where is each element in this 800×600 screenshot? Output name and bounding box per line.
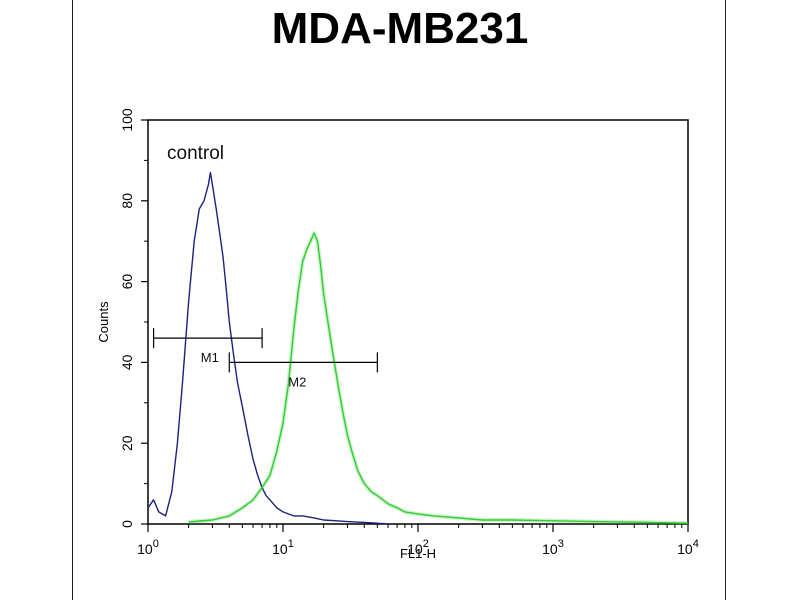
x-tick-exponent: 1 bbox=[288, 538, 294, 550]
x-tick-label: 104 bbox=[677, 538, 699, 557]
x-tick-base: 10 bbox=[677, 541, 693, 557]
series-glow-line bbox=[188, 231, 689, 526]
x-tick-exponent: 2 bbox=[423, 538, 429, 550]
marker-m1: M1 bbox=[152, 328, 263, 365]
x-tick-exponent: 3 bbox=[558, 538, 564, 550]
control-histogram-line bbox=[147, 171, 389, 525]
series-layer bbox=[147, 171, 689, 526]
chart-title: MDA-MB231 bbox=[271, 4, 529, 53]
sample-histogram-line bbox=[188, 232, 689, 524]
marker-m2: M2 bbox=[228, 352, 378, 389]
y-axis: 0 20 40 60 80 100 bbox=[119, 108, 148, 528]
x-tick-label: 101 bbox=[272, 538, 294, 557]
figure-frame bbox=[72, 0, 726, 600]
marker-layer: M1 M2 bbox=[152, 328, 378, 389]
y-tick-label: 20 bbox=[119, 435, 135, 451]
control-annotation: control bbox=[167, 143, 224, 164]
x-tick-label: 102 bbox=[407, 538, 429, 557]
marker-label: M1 bbox=[201, 350, 219, 365]
y-tick-label: 80 bbox=[119, 193, 135, 209]
y-tick-label: 0 bbox=[119, 520, 135, 528]
x-tick-base: 10 bbox=[407, 541, 423, 557]
x-axis-label: FL1-H bbox=[400, 546, 436, 561]
x-tick-label: 103 bbox=[542, 538, 564, 557]
y-tick-label: 40 bbox=[119, 354, 135, 370]
x-tick-base: 10 bbox=[272, 541, 288, 557]
x-tick-base: 10 bbox=[542, 541, 558, 557]
x-tick-exponent: 4 bbox=[693, 538, 699, 550]
y-tick-label: 60 bbox=[119, 274, 135, 290]
y-tick-label: 100 bbox=[119, 108, 135, 132]
x-tick-label: 100 bbox=[137, 538, 159, 557]
x-tick-exponent: 0 bbox=[153, 538, 159, 550]
y-axis-label: Counts bbox=[96, 301, 111, 343]
x-tick-base: 10 bbox=[137, 541, 153, 557]
x-axis: 100 101 102 103 104 bbox=[137, 524, 699, 557]
marker-label: M2 bbox=[288, 374, 306, 389]
